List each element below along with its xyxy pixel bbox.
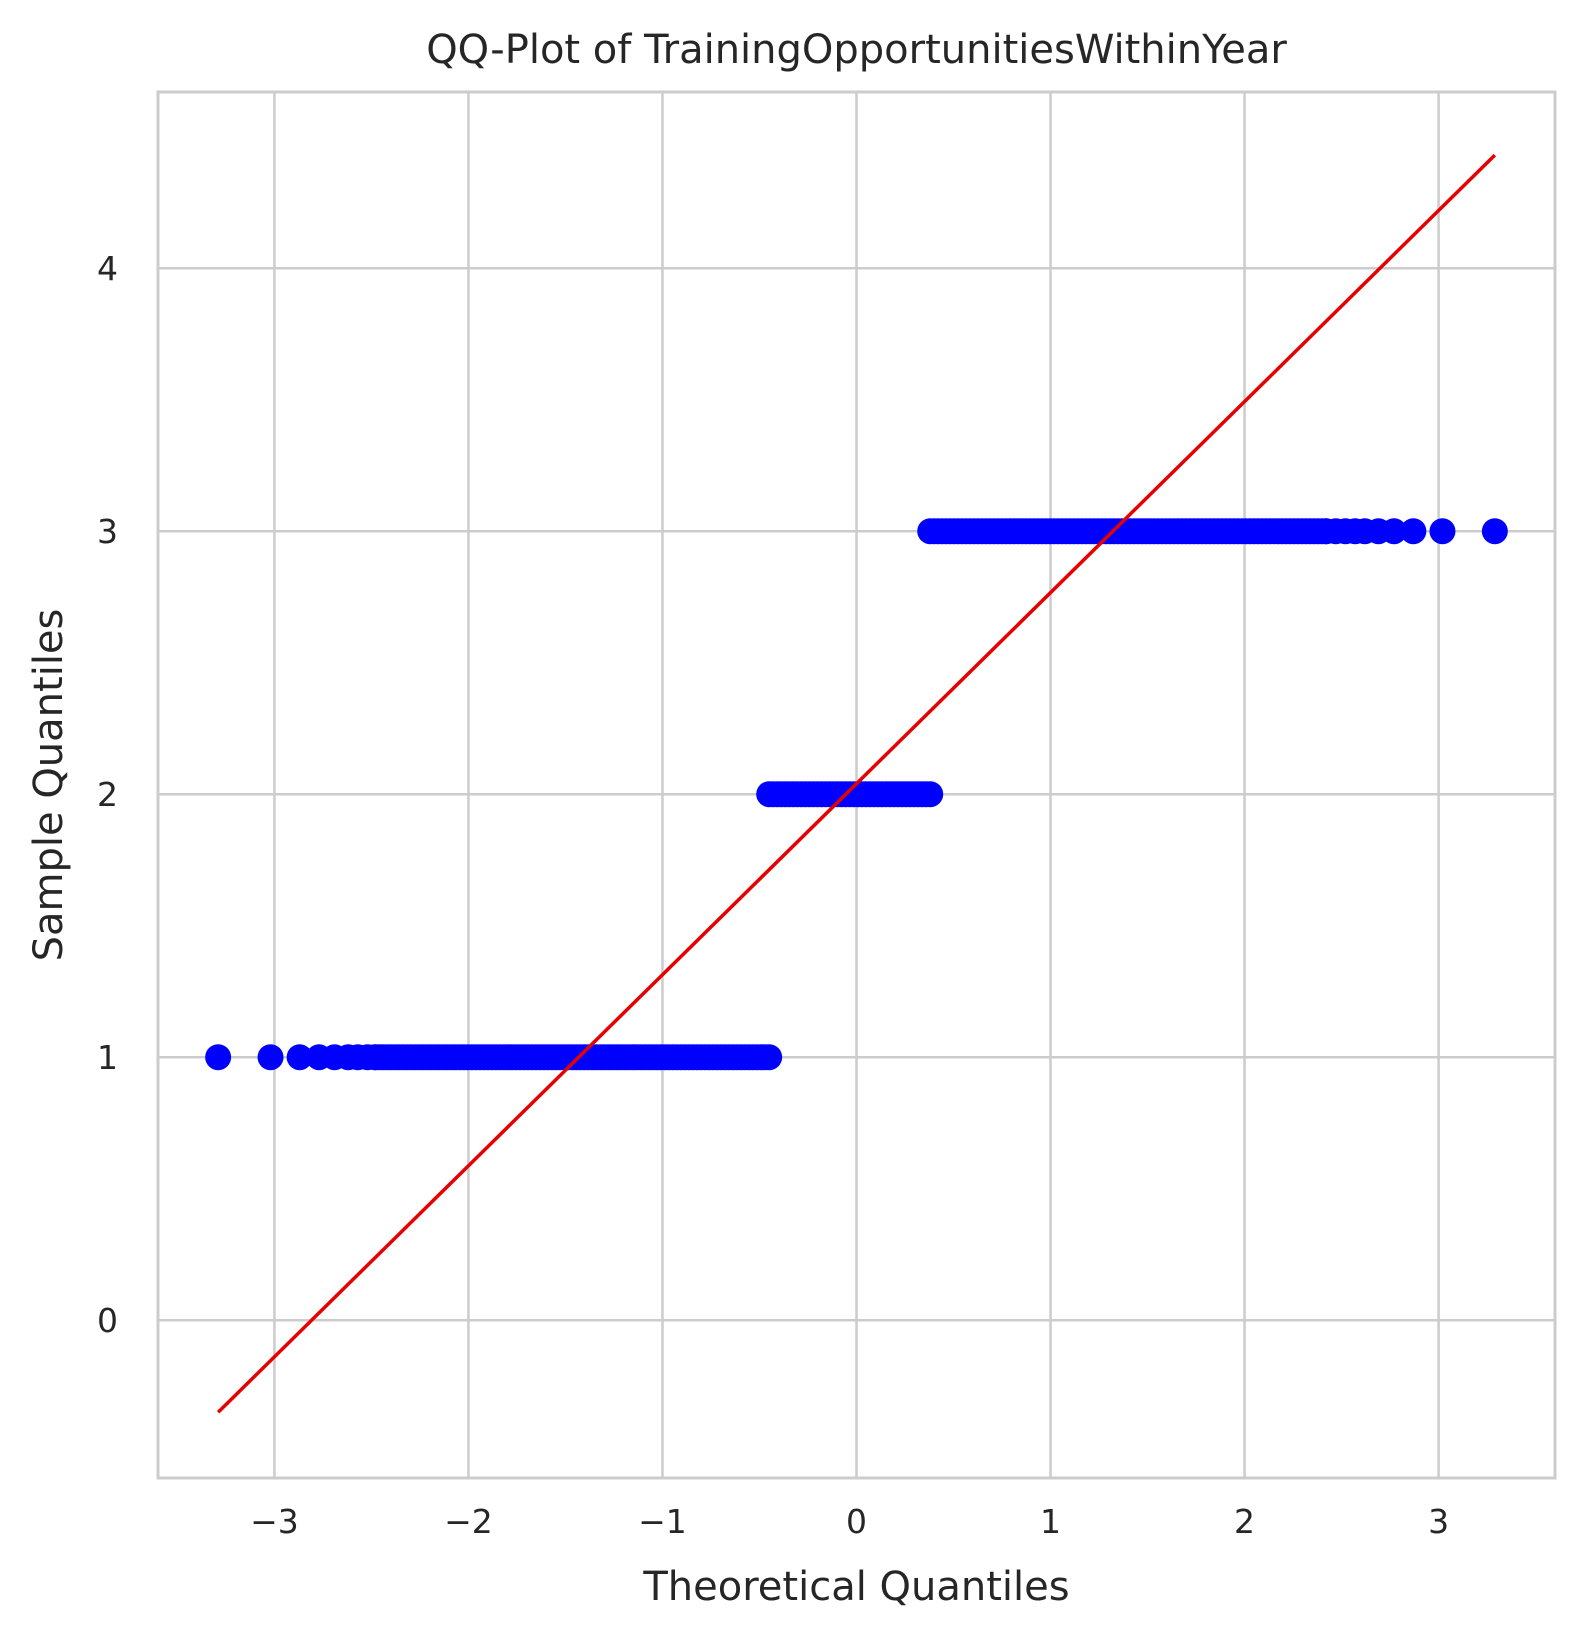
y-tick-label: 0 (97, 1301, 118, 1340)
grid-lines (158, 92, 1555, 1478)
chart-title: QQ-Plot of TrainingOpportunitiesWithinYe… (426, 27, 1287, 73)
data-point (917, 781, 944, 808)
x-axis-title: Theoretical Quantiles (642, 1564, 1069, 1610)
data-point (756, 1044, 783, 1071)
y-tick-labels: 0 1 2 3 4 (97, 249, 118, 1340)
data-point (1400, 518, 1427, 545)
y-tick-label: 3 (97, 512, 118, 551)
x-tick-label: −2 (444, 1502, 493, 1541)
data-point (362, 1044, 389, 1071)
x-tick-label: 3 (1428, 1502, 1449, 1541)
data-point (1429, 518, 1456, 545)
data-points (205, 518, 1508, 1071)
y-tick-label: 4 (97, 249, 118, 288)
reference-line (216, 153, 1497, 1414)
data-point (1481, 518, 1508, 545)
data-point (205, 1044, 232, 1071)
x-tick-label: 2 (1234, 1502, 1255, 1541)
x-tick-label: 0 (846, 1502, 867, 1541)
reference-line-group (216, 153, 1497, 1414)
y-tick-label: 1 (97, 1038, 118, 1077)
x-tick-label: −3 (250, 1502, 299, 1541)
plot-frame (156, 90, 1557, 1480)
data-point (257, 1044, 284, 1071)
y-tick-label: 2 (97, 775, 118, 814)
x-tick-labels: −3 −2 −1 0 1 2 3 (250, 1502, 1449, 1541)
data-point (1380, 518, 1407, 545)
x-tick-label: −1 (638, 1502, 687, 1541)
x-tick-label: 1 (1040, 1502, 1061, 1541)
data-point (286, 1044, 313, 1071)
y-axis-title: Sample Quantiles (26, 609, 72, 962)
